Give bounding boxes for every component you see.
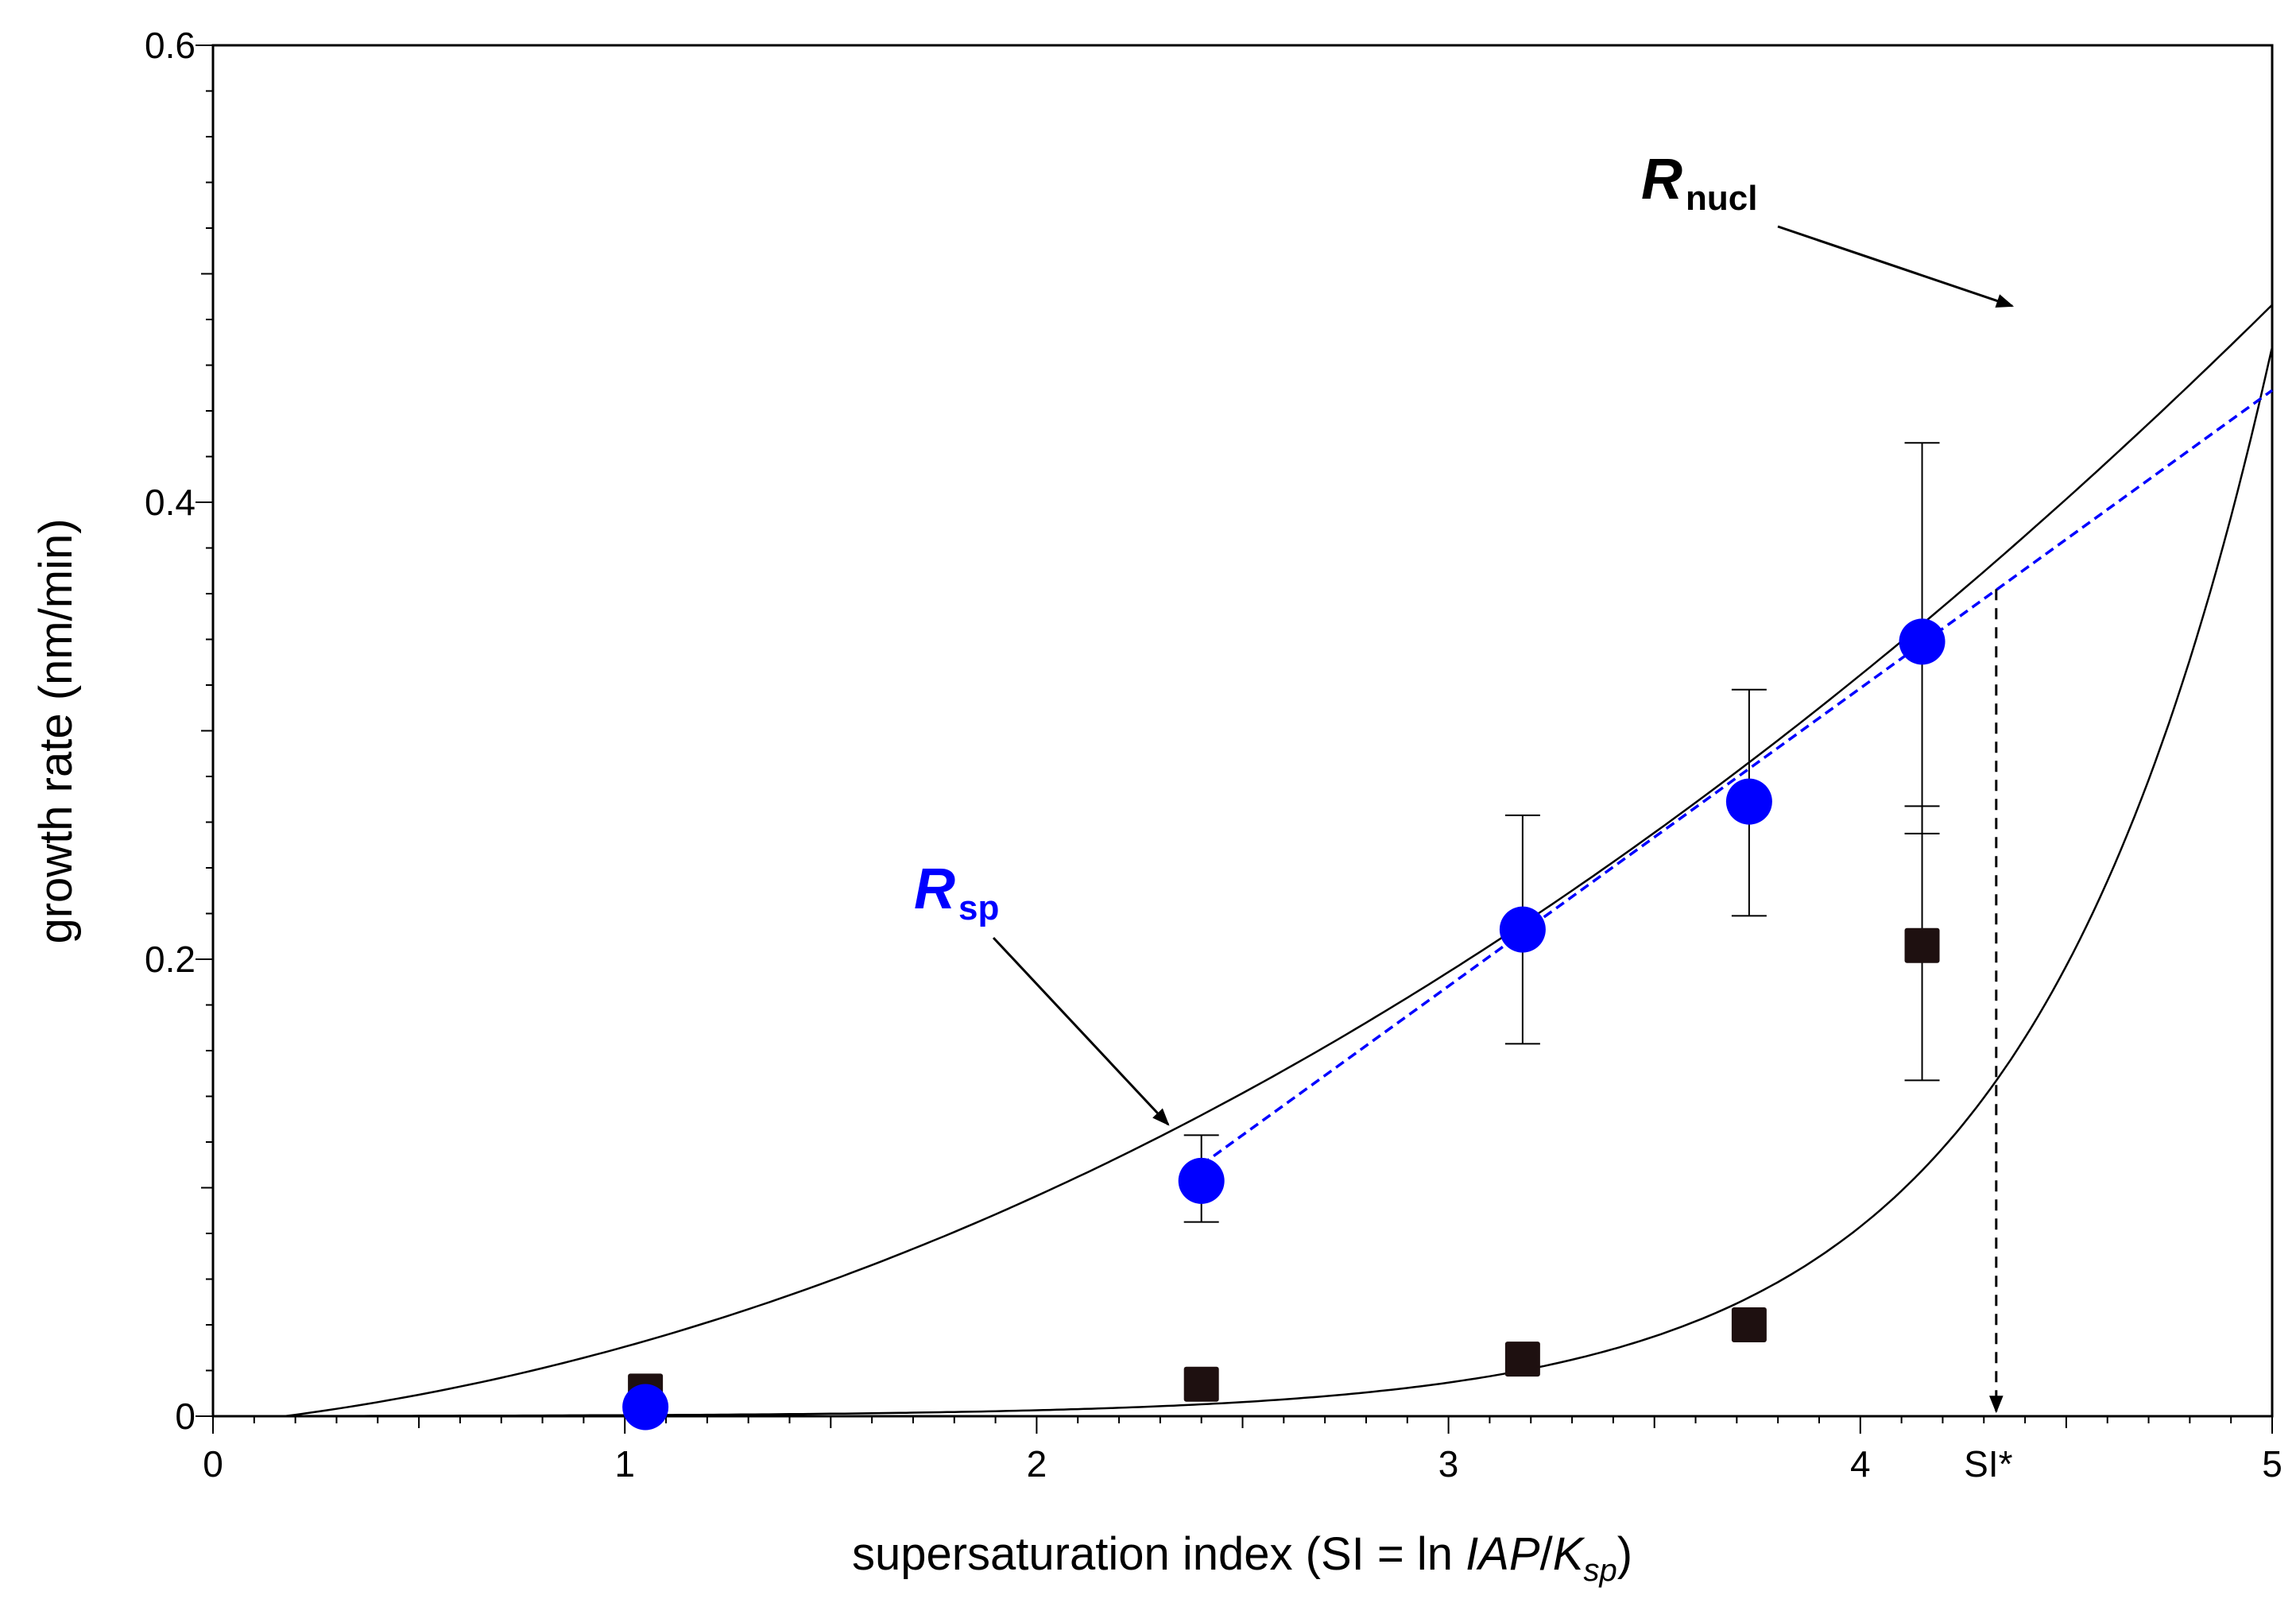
x-tick-label: 2 [1027,1443,1047,1485]
data-markers [622,618,1946,1431]
x-axis-title: supersaturation index (SI = ln IAP/Ksp) [852,1528,1632,1588]
error-bars [1183,442,1940,1223]
circle-point [1178,1157,1225,1204]
plot-frame [211,44,2274,1418]
growth-fit-curve [213,304,2273,1418]
square-point [1183,1366,1219,1402]
y-tick-label: 0 [175,1396,196,1437]
x-tick-label: 3 [1438,1443,1459,1485]
x-tick-label: 1 [614,1443,635,1485]
nucleation-fit-curve [213,348,2273,1418]
fit-curves [213,304,2274,1418]
r-nucl-label: Rnucl [1641,148,1757,218]
circle-point [1499,906,1546,953]
y-tick-label: 0.2 [145,939,196,980]
square-point [1731,1307,1767,1342]
x-tick-label: 0 [203,1443,223,1485]
r-sp-label: Rsp [914,858,999,927]
square-point [1904,927,1940,963]
axis-ticks [196,45,2273,1434]
si-star-label: SI* [1964,1443,2012,1485]
circle-point [1899,618,1946,665]
x-tick-label: 5 [2262,1443,2282,1485]
circle-point [1725,778,1772,825]
axis-tick-labels: 0 1 2 3 4 5 0 0.2 0.4 0.6 [145,25,2282,1485]
circle-point [622,1384,669,1431]
y-axis-title: growth rate (nm/min) [30,518,82,943]
x-tick-label: 4 [1850,1443,1871,1485]
y-tick-label: 0.4 [145,482,196,523]
r-nucl-arrow [1777,225,2015,308]
r-sp-arrow [992,936,1170,1126]
linear-fit-line [1200,389,2274,1167]
square-point [1504,1342,1540,1377]
y-tick-label: 0.6 [145,25,196,66]
